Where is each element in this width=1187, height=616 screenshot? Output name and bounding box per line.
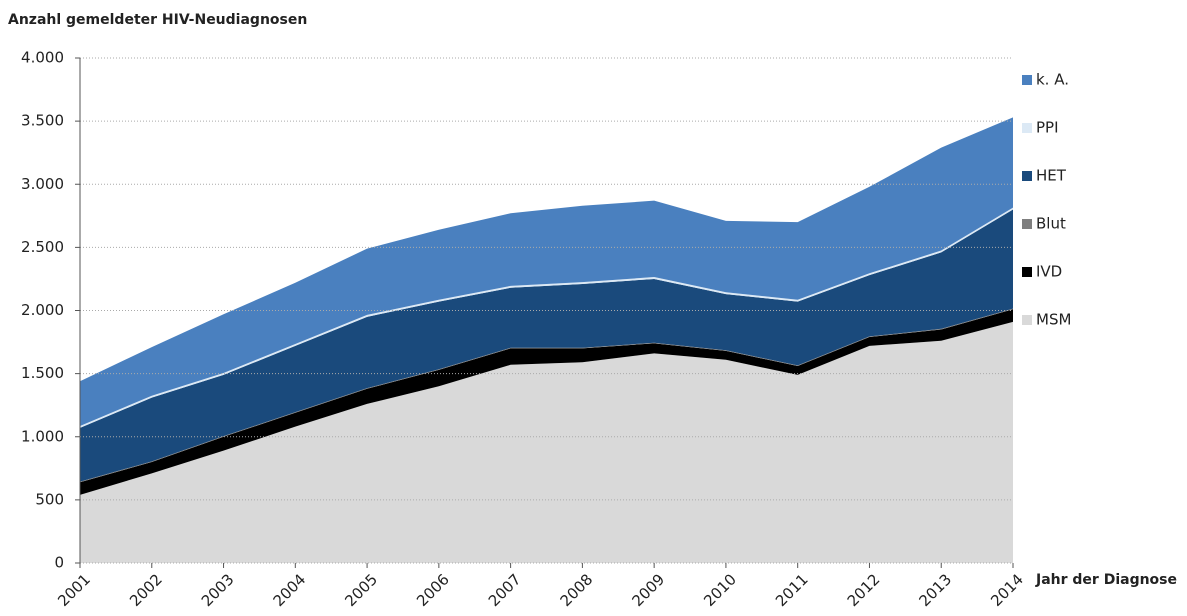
x-tick-label: 2012 (844, 570, 884, 610)
legend-swatch (1022, 75, 1032, 85)
area (80, 209, 1013, 482)
x-tick-label: 2005 (341, 570, 381, 610)
y-tick-label: 1.500 (21, 364, 64, 382)
legend-swatch (1022, 171, 1032, 181)
y-tick-label: 0 (54, 554, 64, 572)
x-tick-label: 2001 (54, 570, 94, 610)
x-axis-title: Jahr der Diagnose (1035, 572, 1177, 588)
area (80, 117, 1013, 427)
x-tick-label: 2010 (700, 570, 740, 610)
legend-label: k. A. (1036, 71, 1069, 89)
legend-swatch (1022, 267, 1032, 277)
legend-swatch (1022, 219, 1032, 229)
legend-label: Blut (1036, 215, 1066, 233)
x-tick-label: 2004 (270, 570, 310, 610)
x-tick-label: 2002 (126, 570, 166, 610)
y-tick-label: 4.000 (21, 49, 64, 67)
areas (80, 117, 1013, 563)
legend-label: MSM (1036, 311, 1071, 329)
legend-label: HET (1036, 167, 1067, 185)
legend-label: PPI (1036, 119, 1059, 137)
area (80, 321, 1013, 563)
x-tick-label: 2009 (628, 570, 668, 610)
y-tick-label: 500 (35, 490, 64, 508)
y-tick-label: 2.500 (21, 238, 64, 256)
x-tick-label: 2008 (557, 570, 597, 610)
x-tick-label: 2006 (413, 570, 453, 610)
x-tick-label: 2011 (772, 570, 812, 610)
x-tick-label: 2007 (485, 570, 525, 610)
x-tick-label: 2003 (198, 570, 238, 610)
chart-title: Anzahl gemeldeter HIV-Neudiagnosen (8, 12, 307, 28)
y-tick-label: 3.500 (21, 112, 64, 130)
y-tick-label: 1.000 (21, 427, 64, 445)
legend-swatch (1022, 123, 1032, 133)
y-tick-label: 3.000 (21, 175, 64, 193)
y-tick-label: 2.000 (21, 301, 64, 319)
legend-label: IVD (1036, 263, 1062, 281)
x-tick-label: 2013 (916, 570, 956, 610)
legend-swatch (1022, 315, 1032, 325)
x-tick-label: 2014 (987, 570, 1027, 610)
